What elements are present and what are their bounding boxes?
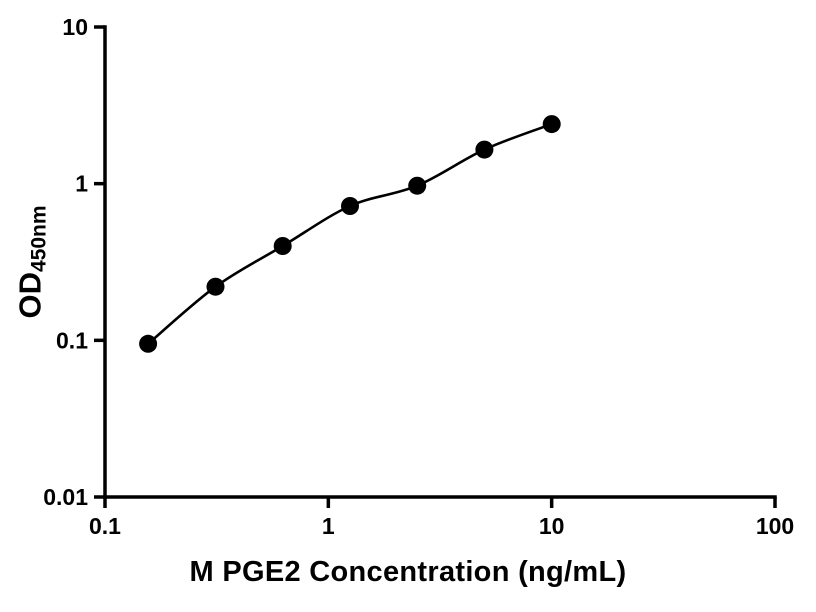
y-tick-label: 0.01 [43, 484, 88, 510]
data-point [139, 334, 158, 353]
data-point [273, 237, 292, 255]
data-point [408, 176, 427, 195]
data-point [475, 140, 494, 159]
x-tick-label: 1 [322, 513, 335, 539]
y-axis-label: OD450nm [13, 205, 52, 318]
y-axis-label-subscript: 450nm [27, 205, 51, 273]
x-tick-label: 10 [539, 513, 565, 539]
x-axis-ticks: 0.1 1 10 100 [89, 497, 794, 539]
y-tick-label: 10 [62, 14, 88, 40]
x-tick-label: 100 [756, 513, 794, 539]
axes-spines [103, 25, 777, 499]
x-tick-label: 0.1 [89, 513, 121, 539]
y-axis-label-main: OD [12, 272, 48, 319]
data-point [206, 277, 225, 296]
data-point [542, 115, 561, 134]
y-axis-ticks: 0.01 0.1 1 10 [43, 14, 105, 510]
data-point [341, 197, 359, 215]
y-tick-label: 0.1 [56, 327, 88, 353]
x-axis-label: M PGE2 Concentration (ng/mL) [189, 556, 627, 588]
data-points [139, 115, 561, 353]
y-tick-label: 1 [75, 171, 88, 197]
curve-line [147, 122, 553, 345]
